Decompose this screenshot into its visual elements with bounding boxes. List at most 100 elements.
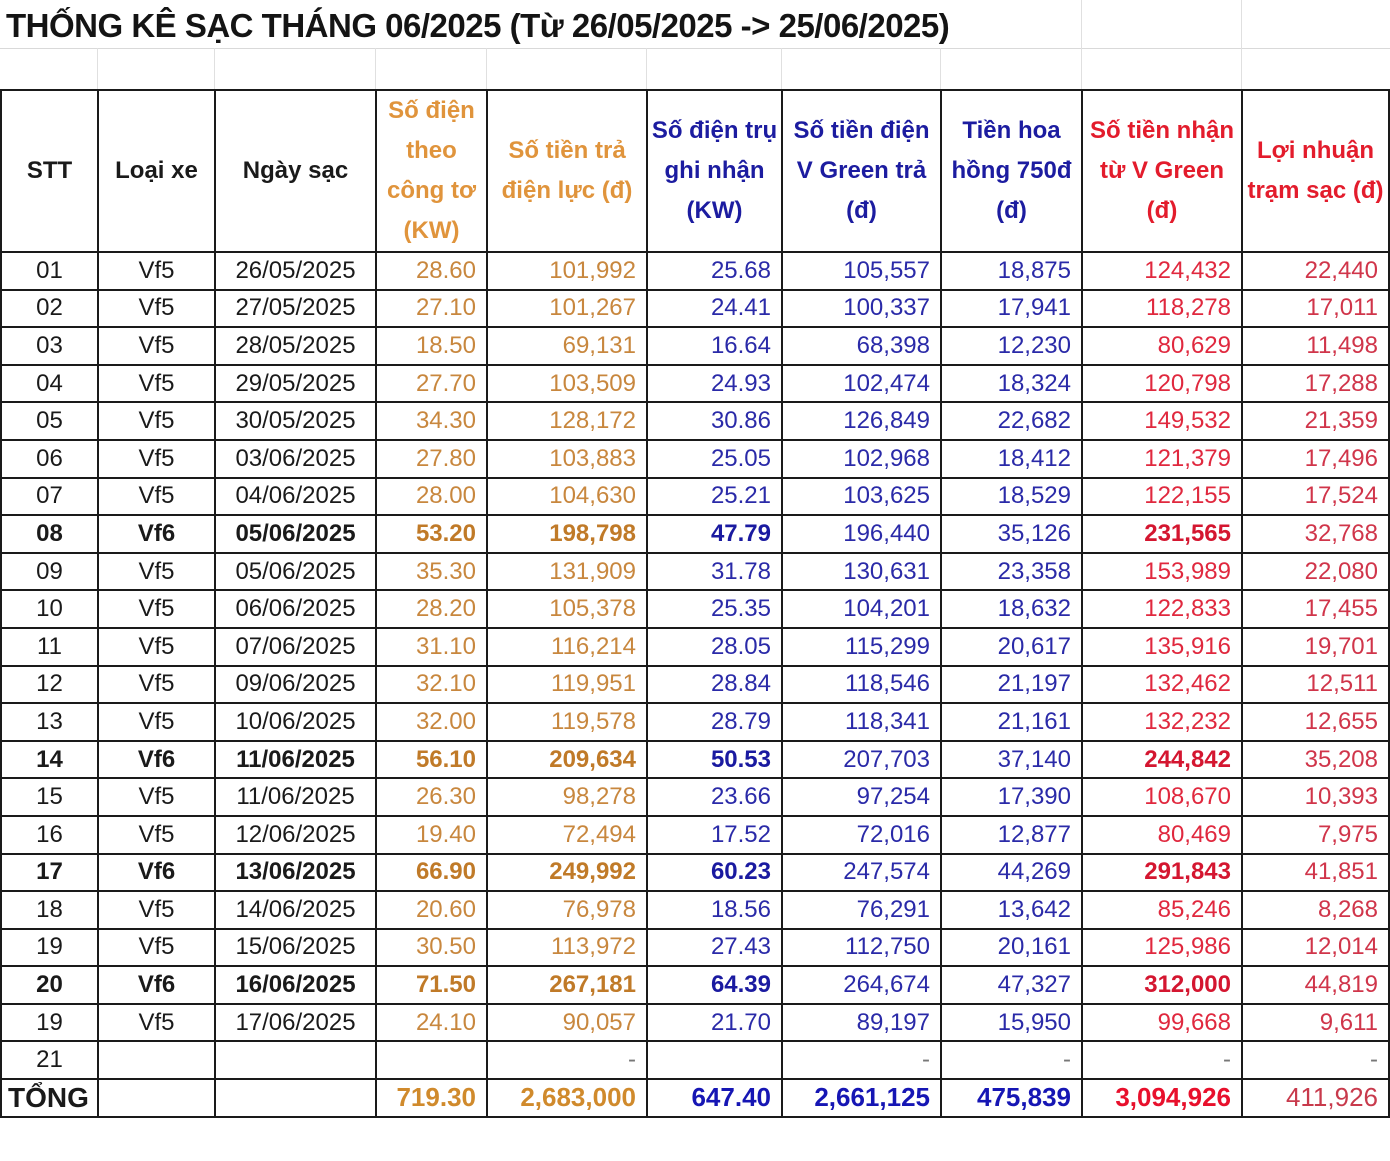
total-received: 3,094,926	[1081, 1078, 1243, 1118]
cell-commission: 22,682	[940, 401, 1083, 441]
table-row: 11 Vf5 07/06/2025 31.10 116,214 28.05 11…	[0, 626, 1390, 667]
cell-pole-kw: 47.79	[646, 514, 783, 554]
cell-charge-date: 16/06/2025	[214, 965, 377, 1005]
cell-charge-date	[214, 1040, 377, 1081]
total-meter-kw: 719.30	[375, 1078, 488, 1118]
cell-pole-kw: 16.64	[646, 326, 783, 366]
cell-stt: 04	[0, 363, 99, 404]
cell-vehicle-type: Vf5	[97, 476, 216, 517]
cell-charge-date: 05/06/2025	[214, 514, 377, 554]
cell-vehicle-type: Vf5	[97, 401, 216, 441]
cell-charge-date: 07/06/2025	[214, 626, 377, 667]
cell-paid-power: 198,798	[486, 514, 648, 554]
sheet-top-area: THỐNG KÊ SẠC THÁNG 06/2025 (Từ 26/05/202…	[0, 0, 1390, 90]
table-row: 05 Vf5 30/05/2025 34.30 128,172 30.86 12…	[0, 401, 1390, 441]
cell-vgreen-power: 118,341	[781, 702, 942, 742]
cell-charge-date: 27/05/2025	[214, 288, 377, 329]
cell-charge-date: 06/06/2025	[214, 589, 377, 629]
cell-commission: 18,324	[940, 363, 1083, 404]
cell-pole-kw: 28.79	[646, 702, 783, 742]
cell-profit: 7,975	[1241, 814, 1390, 855]
cell-received: 118,278	[1081, 288, 1243, 329]
total-pole-kw: 647.40	[646, 1078, 783, 1118]
cell-meter-kw: 24.10	[375, 1002, 488, 1043]
cell-commission: 15,950	[940, 1002, 1083, 1043]
cell-received: 231,565	[1081, 514, 1243, 554]
cell-meter-kw: 28.60	[375, 251, 488, 291]
cell-vehicle-type	[97, 1040, 216, 1081]
cell-received: -	[1081, 1040, 1243, 1081]
charging-stats-table: STT Loại xe Ngày sạc Số điện theo công t…	[0, 89, 1390, 1118]
cell-received: 99,668	[1081, 1002, 1243, 1043]
cell-vgreen-power: 126,849	[781, 401, 942, 441]
cell-vgreen-power: 76,291	[781, 890, 942, 930]
cell-pole-kw	[646, 1040, 783, 1081]
cell-pole-kw: 28.84	[646, 664, 783, 705]
cell-commission: 35,126	[940, 514, 1083, 554]
cell-stt: 01	[0, 251, 99, 291]
header-row: STT Loại xe Ngày sạc Số điện theo công t…	[0, 89, 1390, 253]
header-vgreen-power: Số tiền điện V Green trả (đ)	[781, 89, 942, 253]
table-row: 02 Vf5 27/05/2025 27.10 101,267 24.41 10…	[0, 288, 1390, 329]
cell-charge-date: 09/06/2025	[214, 664, 377, 705]
table-row: 19 Vf5 17/06/2025 24.10 90,057 21.70 89,…	[0, 1002, 1390, 1043]
cell-pole-kw: 18.56	[646, 890, 783, 930]
table-row: 21 - - - - -	[0, 1040, 1390, 1081]
cell-pole-kw: 21.70	[646, 1002, 783, 1043]
cell-stt: 16	[0, 814, 99, 855]
cell-profit: 10,393	[1241, 777, 1390, 817]
cell-commission: 44,269	[940, 852, 1083, 893]
cell-stt: 09	[0, 551, 99, 592]
gridline	[781, 48, 782, 90]
cell-pole-kw: 64.39	[646, 965, 783, 1005]
cell-pole-kw: 24.41	[646, 288, 783, 329]
cell-commission: 20,161	[940, 927, 1083, 968]
cell-commission: 21,161	[940, 702, 1083, 742]
gridline	[486, 48, 487, 90]
cell-pole-kw: 23.66	[646, 777, 783, 817]
table-row: 07 Vf5 04/06/2025 28.00 104,630 25.21 10…	[0, 476, 1390, 517]
cell-meter-kw: 18.50	[375, 326, 488, 366]
cell-paid-power: 113,972	[486, 927, 648, 968]
cell-commission: 37,140	[940, 739, 1083, 780]
cell-stt: 11	[0, 626, 99, 667]
gridline	[1081, 0, 1082, 90]
table-row: 04 Vf5 29/05/2025 27.70 103,509 24.93 10…	[0, 363, 1390, 404]
cell-paid-power: -	[486, 1040, 648, 1081]
cell-profit: 17,288	[1241, 363, 1390, 404]
cell-paid-power: 267,181	[486, 965, 648, 1005]
cell-meter-kw: 27.10	[375, 288, 488, 329]
cell-vgreen-power: 264,674	[781, 965, 942, 1005]
cell-charge-date: 17/06/2025	[214, 1002, 377, 1043]
cell-pole-kw: 25.05	[646, 438, 783, 479]
cell-vgreen-power: 68,398	[781, 326, 942, 366]
cell-stt: 20	[0, 965, 99, 1005]
cell-received: 80,629	[1081, 326, 1243, 366]
cell-vgreen-power: 247,574	[781, 852, 942, 893]
cell-commission: 17,941	[940, 288, 1083, 329]
cell-received: 312,000	[1081, 965, 1243, 1005]
cell-meter-kw: 28.20	[375, 589, 488, 629]
cell-commission: 47,327	[940, 965, 1083, 1005]
cell-commission: 13,642	[940, 890, 1083, 930]
cell-received: 85,246	[1081, 890, 1243, 930]
cell-paid-power: 103,509	[486, 363, 648, 404]
header-pole-kw: Số điện trụ ghi nhận (KW)	[646, 89, 783, 253]
cell-charge-date: 11/06/2025	[214, 777, 377, 817]
gridline	[97, 48, 98, 90]
cell-meter-kw: 56.10	[375, 739, 488, 780]
table-row: 18 Vf5 14/06/2025 20.60 76,978 18.56 76,…	[0, 890, 1390, 930]
cell-charge-date: 26/05/2025	[214, 251, 377, 291]
cell-vgreen-power: 100,337	[781, 288, 942, 329]
cell-meter-kw	[375, 1040, 488, 1081]
cell-stt: 10	[0, 589, 99, 629]
cell-meter-kw: 32.10	[375, 664, 488, 705]
cell-received: 135,916	[1081, 626, 1243, 667]
cell-stt: 21	[0, 1040, 99, 1081]
cell-paid-power: 90,057	[486, 1002, 648, 1043]
cell-charge-date: 11/06/2025	[214, 739, 377, 780]
cell-commission: 21,197	[940, 664, 1083, 705]
header-received: Số tiền nhận từ V Green (đ)	[1081, 89, 1243, 253]
cell-vehicle-type: Vf6	[97, 514, 216, 554]
table-row: 15 Vf5 11/06/2025 26.30 98,278 23.66 97,…	[0, 777, 1390, 817]
